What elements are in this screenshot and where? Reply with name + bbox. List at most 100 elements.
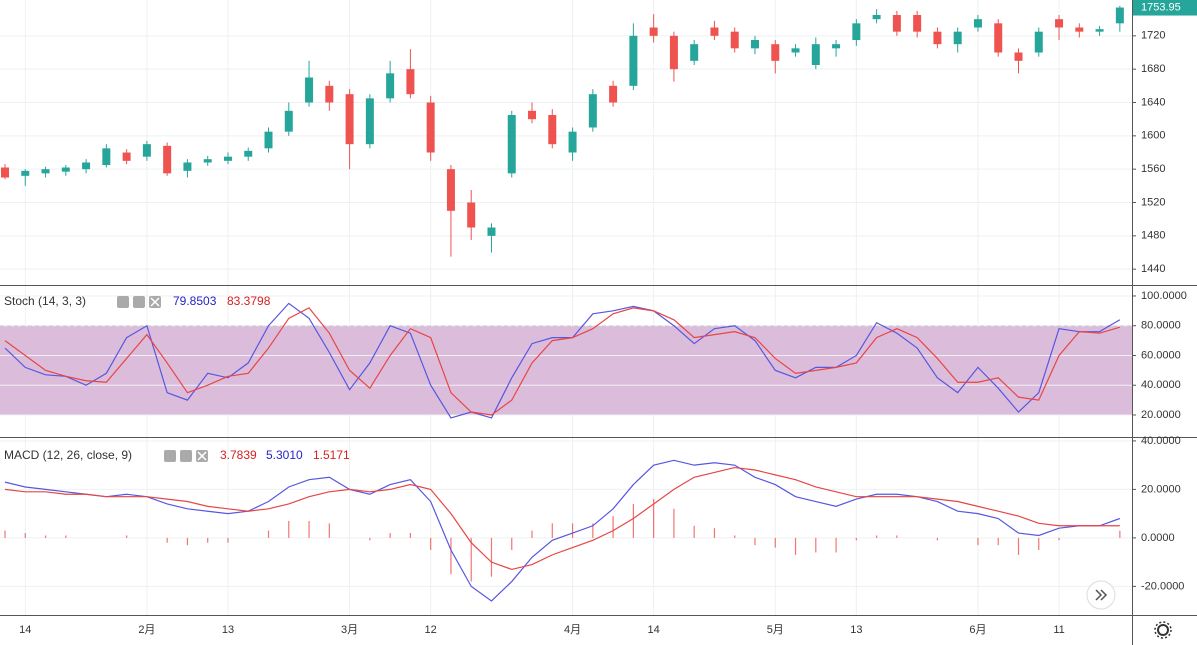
- candle-body: [852, 23, 861, 40]
- y-tick-label: 40.0000: [1141, 379, 1181, 391]
- x-tick-label: 2月: [138, 624, 155, 636]
- candle-body: [183, 162, 192, 171]
- y-tick-label: 60.0000: [1141, 349, 1181, 361]
- candle-body: [710, 27, 719, 36]
- candle-body: [284, 110, 293, 132]
- histogram-bar: [470, 537, 472, 582]
- x-tick-label: 5月: [767, 624, 784, 636]
- y-tick-label: -20.0000: [1141, 580, 1184, 592]
- candle-body: [507, 115, 516, 174]
- settings-gear[interactable]: [1154, 621, 1172, 639]
- y-tick-label: 1680: [1141, 63, 1165, 75]
- candle-body: [365, 98, 374, 145]
- candle-body: [1055, 19, 1064, 28]
- histogram-bar: [1038, 537, 1040, 551]
- histogram-bar: [1058, 537, 1060, 541]
- marks: [1, 5, 1124, 602]
- candle-body: [690, 44, 699, 61]
- histogram-bar: [126, 535, 128, 538]
- candle-body: [973, 19, 982, 28]
- candle-body: [82, 162, 91, 170]
- candle-body: [1, 167, 9, 178]
- candle-body: [244, 150, 253, 157]
- histogram-bar: [531, 530, 533, 538]
- last-price-tag: [1133, 0, 1197, 16]
- histogram-bar: [693, 525, 695, 538]
- x-tick-label: 3月: [341, 624, 358, 636]
- stoch-d-readout: 83.3798: [227, 294, 271, 308]
- histogram-bar: [389, 533, 391, 538]
- histogram-bar: [308, 520, 310, 538]
- candle-body: [953, 31, 962, 45]
- histogram-bar: [896, 535, 898, 538]
- histogram-bar: [1119, 530, 1121, 538]
- histogram-bar: [511, 537, 513, 551]
- histogram-bar: [490, 537, 493, 577]
- y-tick-label: 1560: [1141, 163, 1165, 175]
- histogram-bar: [207, 537, 209, 543]
- y-tick-label: 1440: [1141, 263, 1165, 275]
- histogram-bar: [166, 537, 168, 543]
- histogram-bar: [592, 523, 594, 538]
- histogram-bar: [430, 537, 432, 551]
- candle-body: [669, 35, 678, 70]
- candle-body: [325, 85, 334, 103]
- histogram-bar: [835, 537, 837, 553]
- candle-body: [122, 152, 131, 161]
- histogram-bar: [754, 537, 756, 546]
- candle-body: [1034, 31, 1043, 53]
- y-tick-label: 80.0000: [1141, 320, 1181, 332]
- candle-body: [203, 159, 212, 163]
- candle-body: [41, 169, 50, 174]
- indicator-line: [4, 307, 1121, 416]
- candle-body: [811, 44, 820, 65]
- overbought-oversold-band: [0, 325, 1132, 415]
- candle-body: [102, 148, 111, 165]
- candle-body: [568, 131, 577, 153]
- indicator-line: [4, 459, 1121, 602]
- histogram-bar: [713, 528, 716, 538]
- histogram-bar: [65, 535, 67, 538]
- histogram-bar: [409, 533, 411, 538]
- y-tick-label: 1600: [1141, 130, 1165, 142]
- macd-title: MACD (12, 26, close, 9): [4, 448, 132, 462]
- stoch-k-readout: 79.8503: [173, 294, 217, 308]
- histogram-bar: [288, 520, 290, 538]
- y-tick-label: 20.0000: [1141, 483, 1181, 495]
- x-tick-label: 13: [850, 624, 862, 636]
- candle-body: [386, 73, 395, 99]
- candle-body: [487, 227, 496, 236]
- candle-body: [163, 145, 172, 174]
- y-tick-label: 1520: [1141, 196, 1165, 208]
- y-tick-label: 1720: [1141, 30, 1165, 42]
- candle-body: [1014, 52, 1023, 61]
- candle-body: [61, 167, 70, 172]
- candle-body: [609, 85, 618, 103]
- candle-body: [933, 31, 942, 45]
- histogram-bar: [876, 535, 878, 538]
- candle-body: [892, 15, 901, 32]
- candle-body: [629, 35, 638, 86]
- histogram-bar: [612, 516, 614, 538]
- candle-body: [21, 170, 30, 176]
- candle-body: [345, 94, 354, 145]
- candle-body: [913, 15, 922, 32]
- macd-signal-readout: 1.5171: [313, 448, 350, 462]
- histogram-bar: [997, 537, 999, 546]
- histogram-bar: [328, 523, 330, 538]
- stoch-title: Stoch (14, 3, 3): [4, 294, 86, 308]
- candle-body: [528, 110, 537, 120]
- histogram-bar: [44, 535, 47, 538]
- candle-body: [305, 77, 314, 103]
- macd-icons[interactable]: [164, 450, 208, 462]
- stoch-icons[interactable]: [117, 296, 161, 308]
- candle-body: [264, 131, 273, 149]
- indicator-line: [4, 302, 1121, 419]
- histogram-bar: [186, 537, 189, 546]
- x-tick-label: 11: [1053, 624, 1064, 636]
- candle-body: [548, 115, 557, 145]
- scroll-button[interactable]: [1086, 580, 1116, 610]
- candle-body: [1095, 29, 1104, 32]
